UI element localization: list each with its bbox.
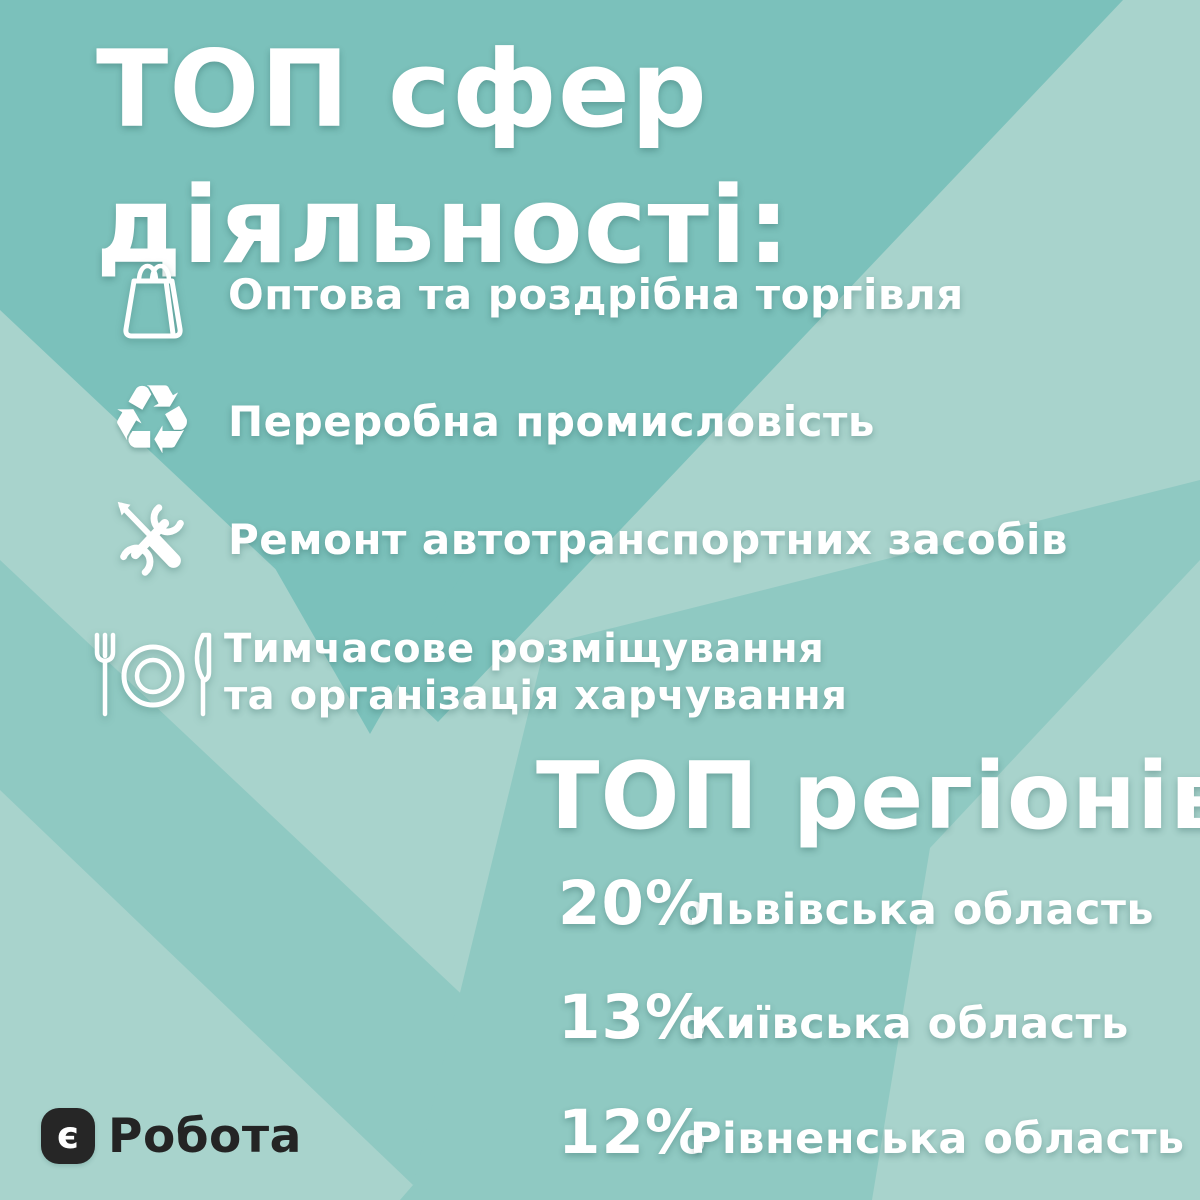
bg-medium-band-left xyxy=(0,560,473,1185)
page-title-line2: діяльності: xyxy=(96,164,791,287)
bg-dark-chevron-tip xyxy=(268,556,472,734)
region-pct-2: 13% xyxy=(558,982,708,1053)
activity-label-4: Тимчасове розміщування та організація ха… xyxy=(224,626,847,720)
recycle-icon: ♻ xyxy=(104,372,200,468)
erobota-logo-badge: є xyxy=(41,1108,95,1164)
activity-label-4-line2: та організація харчування xyxy=(224,673,848,719)
erobota-logo-wordmark: Робота xyxy=(108,1108,302,1164)
region-label-3: Рівненська область xyxy=(690,1114,1185,1164)
dining-icon xyxy=(88,626,220,722)
page-title-line1: ТОП сфер xyxy=(96,28,708,151)
page-title: ТОП сфер діяльності: xyxy=(96,22,791,294)
activity-label-4-line1: Тимчасове розміщування xyxy=(224,626,825,672)
erobota-logo: є Робота xyxy=(41,1108,302,1164)
activity-label-2: Переробна промисловість xyxy=(228,397,875,446)
erobota-logo-glyph: є xyxy=(57,1113,79,1157)
regions-heading: ТОП регіонів: xyxy=(536,742,1200,850)
region-pct-3: 12% xyxy=(558,1097,708,1168)
region-row-1: 20% Львівська область xyxy=(558,868,1154,939)
region-pct-1: 20% xyxy=(558,868,708,939)
activity-label-3: Ремонт автотранспортних засобів xyxy=(228,515,1068,564)
bg-light-bottom-right xyxy=(872,560,1200,1200)
shopping-bag-icon xyxy=(108,248,200,344)
region-label-2: Київська область xyxy=(690,999,1129,1049)
activity-label-1: Оптова та роздрібна торгівля xyxy=(228,270,964,319)
region-row-2: 13% Київська область xyxy=(558,982,1129,1053)
recycle-glyph: ♻ xyxy=(108,364,196,476)
region-label-1: Львівська область xyxy=(690,885,1155,935)
repair-tools-icon xyxy=(104,492,200,588)
region-row-3: 12% Рівненська область xyxy=(558,1097,1185,1168)
